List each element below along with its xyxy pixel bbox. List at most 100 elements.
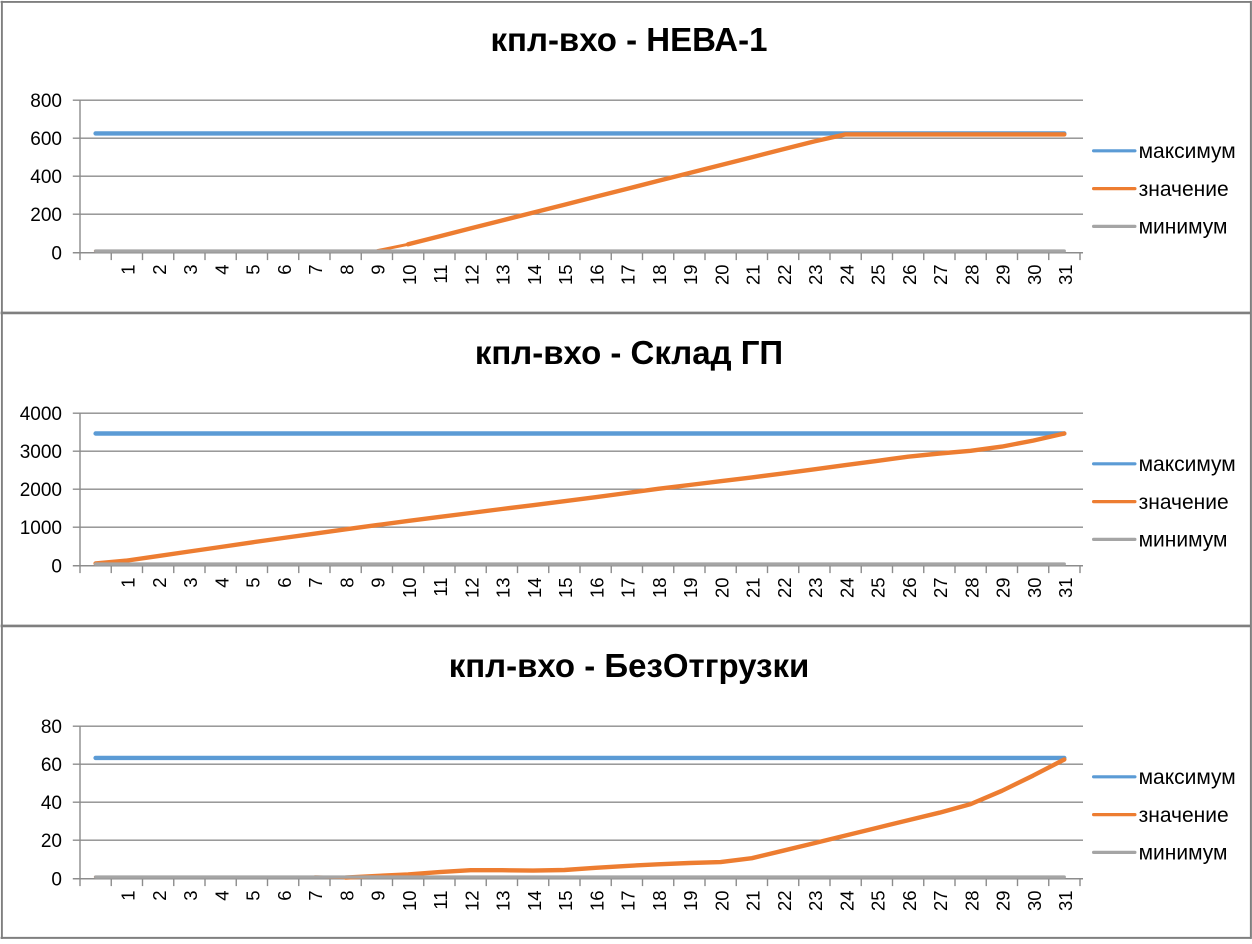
svg-text:23: 23 — [805, 264, 826, 285]
svg-text:26: 26 — [899, 577, 920, 598]
svg-text:2: 2 — [149, 264, 170, 274]
svg-text:7: 7 — [305, 264, 326, 274]
svg-text:16: 16 — [586, 577, 607, 598]
svg-text:21: 21 — [743, 890, 764, 911]
svg-text:1000: 1000 — [20, 518, 62, 539]
svg-text:4: 4 — [211, 890, 232, 900]
svg-text:18: 18 — [649, 890, 670, 911]
svg-text:29: 29 — [993, 264, 1014, 285]
svg-text:12: 12 — [461, 577, 482, 598]
svg-text:значение: значение — [1139, 178, 1229, 201]
svg-text:15: 15 — [555, 264, 576, 285]
svg-text:значение: значение — [1139, 804, 1229, 827]
svg-text:14: 14 — [524, 890, 545, 911]
svg-text:22: 22 — [774, 890, 795, 911]
svg-text:4000: 4000 — [20, 404, 62, 425]
svg-text:максимум: максимум — [1139, 766, 1236, 789]
svg-text:24: 24 — [836, 577, 857, 598]
svg-text:28: 28 — [961, 890, 982, 911]
svg-text:9: 9 — [368, 577, 389, 587]
svg-text:9: 9 — [368, 890, 389, 900]
svg-text:23: 23 — [805, 577, 826, 598]
svg-text:17: 17 — [618, 577, 639, 598]
svg-text:30: 30 — [1024, 577, 1045, 598]
svg-text:4: 4 — [211, 264, 232, 274]
svg-text:24: 24 — [836, 264, 857, 285]
svg-text:8: 8 — [336, 577, 357, 587]
svg-text:400: 400 — [30, 167, 62, 188]
svg-text:60: 60 — [41, 755, 62, 776]
svg-text:17: 17 — [618, 890, 639, 911]
svg-text:13: 13 — [493, 890, 514, 911]
svg-text:25: 25 — [868, 890, 889, 911]
svg-text:31: 31 — [1055, 264, 1076, 285]
svg-text:5: 5 — [243, 577, 264, 587]
svg-text:200: 200 — [30, 205, 62, 226]
svg-text:10: 10 — [399, 264, 420, 285]
svg-text:22: 22 — [774, 577, 795, 598]
svg-text:6: 6 — [274, 577, 295, 587]
svg-text:22: 22 — [774, 264, 795, 285]
svg-text:1: 1 — [118, 890, 139, 900]
svg-text:16: 16 — [586, 264, 607, 285]
svg-text:8: 8 — [336, 890, 357, 900]
svg-text:кпл-вхо - БезОтгрузки: кпл-вхо - БезОтгрузки — [449, 647, 810, 684]
svg-text:19: 19 — [680, 264, 701, 285]
svg-text:31: 31 — [1055, 890, 1076, 911]
svg-text:31: 31 — [1055, 577, 1076, 598]
svg-text:21: 21 — [743, 577, 764, 598]
svg-text:максимум: максимум — [1139, 140, 1236, 163]
svg-text:27: 27 — [930, 264, 951, 285]
svg-text:3000: 3000 — [20, 442, 62, 463]
svg-text:25: 25 — [868, 577, 889, 598]
svg-text:19: 19 — [680, 890, 701, 911]
svg-text:28: 28 — [961, 264, 982, 285]
svg-text:3: 3 — [180, 264, 201, 274]
svg-text:600: 600 — [30, 129, 62, 150]
svg-text:11: 11 — [430, 577, 451, 596]
svg-text:4: 4 — [211, 577, 232, 587]
svg-text:0: 0 — [51, 557, 62, 578]
svg-text:12: 12 — [461, 890, 482, 911]
svg-text:1: 1 — [118, 264, 139, 274]
svg-text:6: 6 — [274, 890, 295, 900]
svg-text:20: 20 — [711, 890, 732, 911]
svg-text:28: 28 — [961, 577, 982, 598]
svg-text:18: 18 — [649, 577, 670, 598]
svg-text:5: 5 — [243, 264, 264, 274]
svg-text:14: 14 — [524, 264, 545, 285]
svg-text:2: 2 — [149, 890, 170, 900]
svg-text:5: 5 — [243, 890, 264, 900]
svg-text:6: 6 — [274, 264, 295, 274]
svg-text:25: 25 — [868, 264, 889, 285]
svg-text:15: 15 — [555, 577, 576, 598]
svg-text:26: 26 — [899, 890, 920, 911]
svg-text:20: 20 — [41, 831, 62, 852]
svg-text:20: 20 — [711, 577, 732, 598]
svg-text:16: 16 — [586, 890, 607, 911]
svg-text:3: 3 — [180, 577, 201, 587]
svg-text:7: 7 — [305, 890, 326, 900]
svg-text:30: 30 — [1024, 890, 1045, 911]
svg-text:кпл-вхо - НЕВА-1: кпл-вхо - НЕВА-1 — [491, 21, 768, 58]
svg-text:40: 40 — [41, 793, 62, 814]
svg-text:26: 26 — [899, 264, 920, 285]
svg-text:21: 21 — [743, 264, 764, 285]
svg-text:20: 20 — [711, 264, 732, 285]
svg-text:9: 9 — [368, 264, 389, 274]
svg-text:24: 24 — [836, 890, 857, 911]
svg-text:2000: 2000 — [20, 480, 62, 501]
svg-text:19: 19 — [680, 577, 701, 598]
svg-text:1: 1 — [118, 577, 139, 587]
svg-text:18: 18 — [649, 264, 670, 285]
svg-text:30: 30 — [1024, 264, 1045, 285]
svg-text:10: 10 — [399, 890, 420, 911]
svg-text:значение: значение — [1139, 491, 1229, 514]
svg-text:минимум: минимум — [1139, 842, 1228, 865]
svg-text:800: 800 — [30, 91, 62, 112]
svg-text:13: 13 — [493, 577, 514, 598]
svg-text:3: 3 — [180, 890, 201, 900]
svg-text:15: 15 — [555, 890, 576, 911]
svg-text:минимум: минимум — [1139, 216, 1228, 239]
svg-text:27: 27 — [930, 890, 951, 911]
